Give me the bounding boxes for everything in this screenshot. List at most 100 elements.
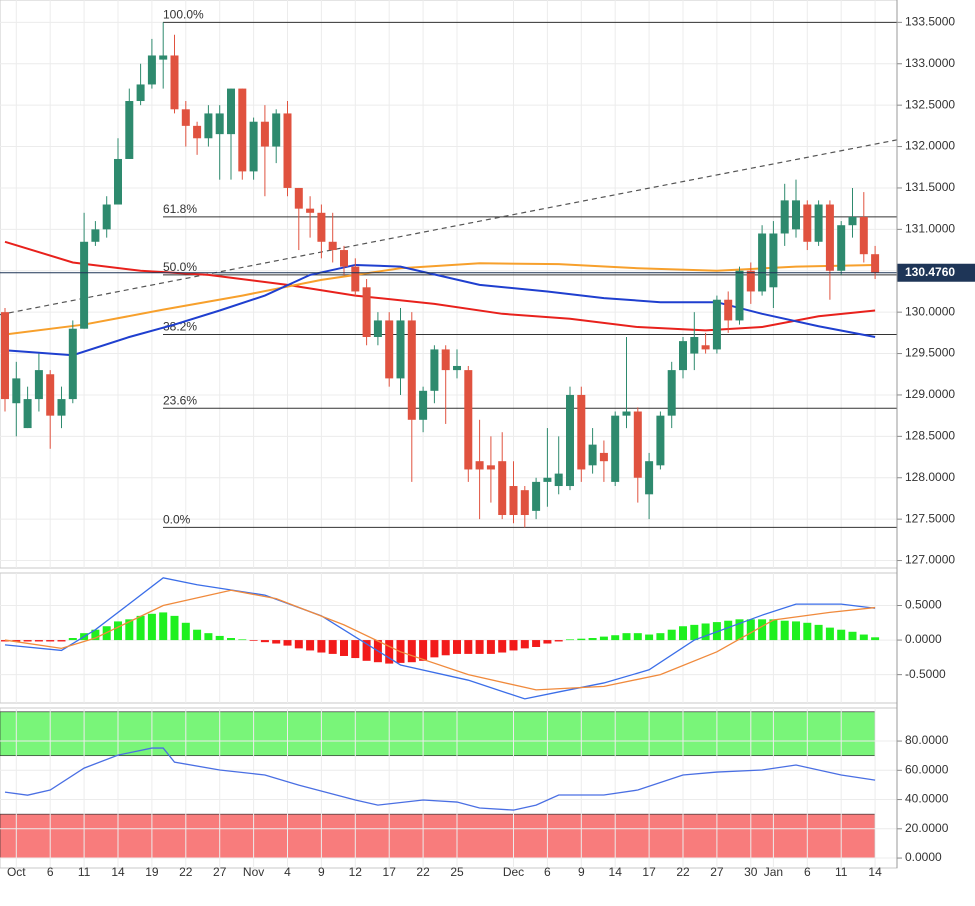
histogram-bar bbox=[193, 629, 202, 641]
candle-body bbox=[701, 345, 710, 350]
candle-body bbox=[351, 266, 360, 292]
x-tick-label: 22 bbox=[676, 865, 690, 879]
x-tick-label: Dec bbox=[503, 865, 524, 879]
candle-body bbox=[306, 208, 315, 213]
histogram-bar bbox=[837, 629, 846, 641]
candle-body bbox=[792, 200, 800, 230]
histogram-bar bbox=[520, 640, 529, 649]
candle-body bbox=[294, 187, 303, 209]
histogram-bar bbox=[46, 640, 55, 642]
candle-body bbox=[679, 341, 687, 371]
candle-body bbox=[215, 113, 224, 135]
y-tick-label: 40.0000 bbox=[905, 792, 949, 806]
line bbox=[4, 240, 876, 332]
candle-body bbox=[317, 212, 326, 242]
candle-body bbox=[147, 55, 156, 85]
histogram-bar bbox=[34, 640, 43, 642]
histogram-bar bbox=[227, 638, 235, 641]
histogram-bar bbox=[362, 640, 371, 661]
candle-body bbox=[407, 320, 416, 420]
line bbox=[4, 262, 876, 336]
x-tick-label: Nov bbox=[243, 865, 264, 879]
fib-label: 61.8% bbox=[163, 202, 197, 216]
candle-body bbox=[498, 461, 507, 516]
histogram-bar bbox=[690, 624, 699, 641]
histogram-bar bbox=[645, 634, 654, 641]
fib-label: 50.0% bbox=[163, 260, 197, 274]
histogram-bar bbox=[453, 640, 461, 654]
y-tick-label: 20.0000 bbox=[905, 821, 949, 835]
histogram-bar bbox=[701, 623, 710, 641]
candle-body bbox=[283, 113, 292, 188]
histogram-bar bbox=[441, 640, 450, 656]
histogram-bar bbox=[170, 615, 179, 641]
histogram-bar bbox=[656, 633, 665, 641]
histogram-bar bbox=[814, 624, 823, 641]
histogram-bar bbox=[825, 627, 834, 641]
candle-body bbox=[814, 204, 823, 242]
histogram-bar bbox=[599, 636, 608, 641]
candle-body bbox=[724, 299, 733, 321]
histogram-bar bbox=[68, 638, 77, 641]
candle-body bbox=[848, 216, 857, 226]
x-tick-label: 14 bbox=[111, 865, 125, 879]
x-tick-label: Jan bbox=[764, 865, 783, 879]
candle-body bbox=[532, 481, 541, 511]
histogram-bar bbox=[667, 629, 676, 641]
histogram-bar bbox=[23, 640, 32, 642]
y-tick-label: -0.5000 bbox=[905, 667, 946, 681]
candle-body bbox=[46, 374, 55, 416]
histogram-bar bbox=[272, 640, 281, 644]
candle-body bbox=[622, 411, 631, 416]
histogram-bar bbox=[735, 619, 744, 641]
histogram-bar bbox=[306, 640, 315, 651]
histogram-bar bbox=[543, 640, 552, 644]
x-tick-label: 11 bbox=[835, 865, 848, 879]
last-price-box bbox=[897, 263, 975, 282]
x-tick-label: 22 bbox=[179, 865, 193, 879]
candle-body bbox=[385, 320, 394, 379]
histogram-bar bbox=[780, 620, 789, 641]
candle-body bbox=[260, 121, 269, 147]
candle-body bbox=[837, 225, 846, 271]
candle-body bbox=[12, 378, 21, 404]
candle-body bbox=[430, 349, 439, 391]
histogram-bar bbox=[385, 640, 394, 664]
candle-body bbox=[611, 415, 620, 482]
histogram-bar bbox=[532, 640, 541, 647]
candle-body bbox=[114, 158, 122, 205]
candle-body bbox=[712, 299, 721, 350]
candle-body bbox=[238, 88, 247, 172]
candle-body bbox=[102, 204, 111, 230]
y-tick-label: 132.5000 bbox=[905, 97, 955, 111]
histogram-bar bbox=[419, 640, 428, 661]
histogram-bar bbox=[249, 640, 258, 641]
y-tick-label: 133.5000 bbox=[905, 15, 955, 29]
histogram-bar bbox=[351, 640, 360, 659]
histogram-bar bbox=[871, 637, 880, 641]
x-tick-label: 6 bbox=[804, 865, 811, 879]
candle-body bbox=[362, 287, 371, 337]
histogram-bar bbox=[283, 640, 292, 646]
candle-body bbox=[746, 270, 755, 292]
histogram-bar bbox=[803, 622, 812, 641]
candle-body bbox=[227, 88, 235, 135]
candle-body bbox=[735, 270, 744, 321]
y-tick-label: 60.0000 bbox=[905, 762, 949, 776]
y-tick-label: 80.0000 bbox=[905, 733, 949, 747]
histogram-bar bbox=[147, 613, 156, 641]
candle-body bbox=[272, 113, 281, 147]
histogram-bar bbox=[566, 639, 574, 641]
x-tick-label: 19 bbox=[145, 865, 159, 879]
candle-body bbox=[125, 101, 134, 159]
x-tick-label: 17 bbox=[642, 865, 656, 879]
candle-body bbox=[690, 336, 699, 354]
histogram-bar bbox=[407, 640, 416, 663]
candle-body bbox=[566, 394, 574, 487]
candle-body bbox=[633, 411, 642, 478]
histogram-bar bbox=[509, 640, 518, 651]
line bbox=[4, 577, 876, 700]
candle-body bbox=[520, 490, 529, 516]
histogram-bar bbox=[204, 633, 213, 641]
